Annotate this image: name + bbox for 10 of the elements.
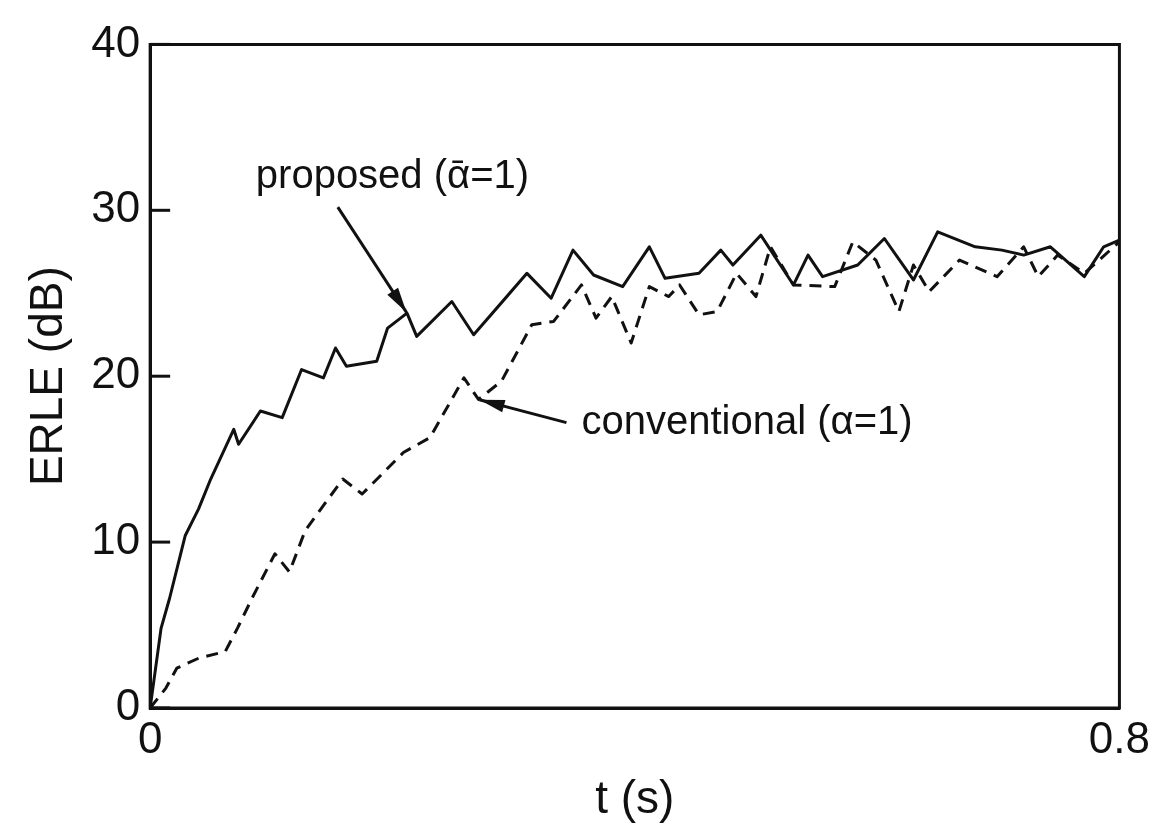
x-tick-label: 0.8 [1088,712,1150,762]
annotation: proposed (ᾱ=1) [255,152,530,197]
y-tick-label: 30 [91,182,141,232]
y-tick-label: 0 [115,680,141,730]
y-tick-label: 20 [91,348,141,398]
annotation: conventional (α=1) [581,397,913,442]
x-axis-title: t (s) [595,771,675,824]
y-tick-label: 40 [91,16,141,66]
y-tick-label: 10 [91,514,141,564]
y-axis-title: ERLE (dB) [20,266,73,487]
